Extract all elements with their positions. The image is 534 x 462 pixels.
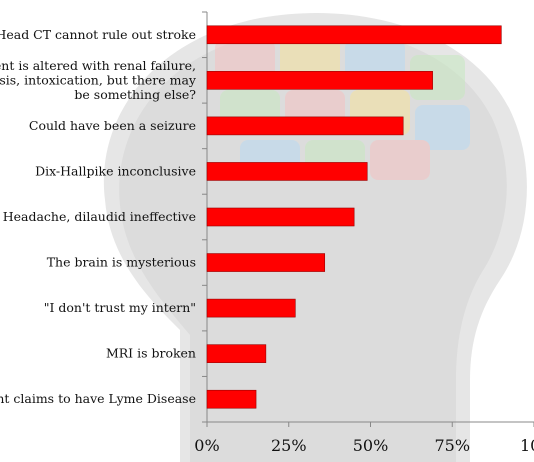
category-label: The brain is mysterious: [47, 255, 196, 270]
x-tick-label: 25%: [271, 436, 307, 455]
x-tick-label: 100%: [520, 436, 534, 455]
bar: [206, 25, 502, 45]
puzzle-piece: [370, 140, 430, 180]
bar: [206, 162, 368, 181]
category-label: Headache, dilaudid ineffective: [3, 209, 196, 224]
category-label: urosepsis, intoxication, but there may: [0, 72, 197, 87]
puzzle-piece: [415, 105, 470, 150]
category-label: Patient is altered with renal failure,: [0, 58, 196, 73]
category-label: Could have been a seizure: [29, 118, 196, 133]
category-label: Head CT cannot rule out stroke: [0, 27, 196, 42]
bar: [206, 116, 404, 136]
x-tick-label: 75%: [434, 436, 470, 455]
bar: [206, 207, 355, 227]
bar: [206, 298, 296, 318]
category-label: "I don't trust my intern": [44, 300, 196, 315]
bar: [206, 71, 433, 90]
category-label: be something else?: [74, 87, 196, 102]
x-tick-label: 50%: [353, 436, 389, 455]
category-label: MRI is broken: [106, 346, 196, 361]
category-label: Patient claims to have Lyme Disease: [0, 391, 196, 406]
bar: [206, 253, 326, 272]
category-label: Dix-Hallpike inconclusive: [35, 163, 196, 178]
bar: [206, 389, 257, 409]
bar: [206, 344, 267, 363]
x-tick-label: 0%: [194, 436, 219, 455]
plot-area: Head CT cannot rule out stroke Patient is…: [0, 11, 534, 455]
